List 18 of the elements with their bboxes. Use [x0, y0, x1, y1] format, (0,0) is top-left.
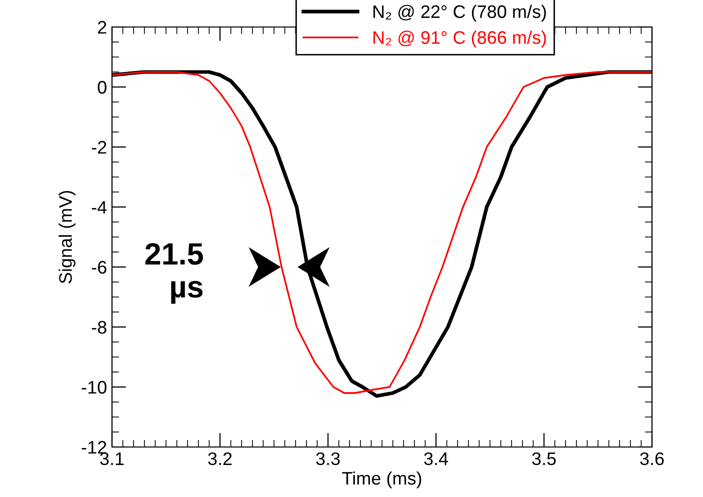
- y-axis-title: Signal (mV): [58, 190, 76, 284]
- x-tick-label: 3.3: [316, 452, 340, 466]
- y-tick-label: -4: [92, 201, 107, 214]
- legend-label: N₂ @ 22° C (780 m/s): [373, 4, 546, 22]
- x-tick-label: 3.2: [208, 452, 232, 466]
- y-tick-label: 0: [98, 80, 106, 94]
- x-tick-label: 3.5: [532, 452, 556, 466]
- y-tick-label: -12: [82, 440, 106, 454]
- legend-label: N₂ @ 91° C (866 m/s): [373, 30, 546, 48]
- annotation: 21.5 µs: [145, 243, 203, 304]
- x-tick-label: 3.4: [424, 452, 448, 466]
- y-tick-label: -6: [92, 260, 106, 274]
- y-tick-label: -2: [92, 140, 106, 154]
- y-tick-label: -10: [82, 380, 106, 394]
- x-tick-label: 3.6: [640, 452, 664, 466]
- x-axis-title: Time (ms): [342, 471, 422, 488]
- y-tick-label: -8: [92, 320, 106, 334]
- y-tick-label: 2: [98, 20, 106, 34]
